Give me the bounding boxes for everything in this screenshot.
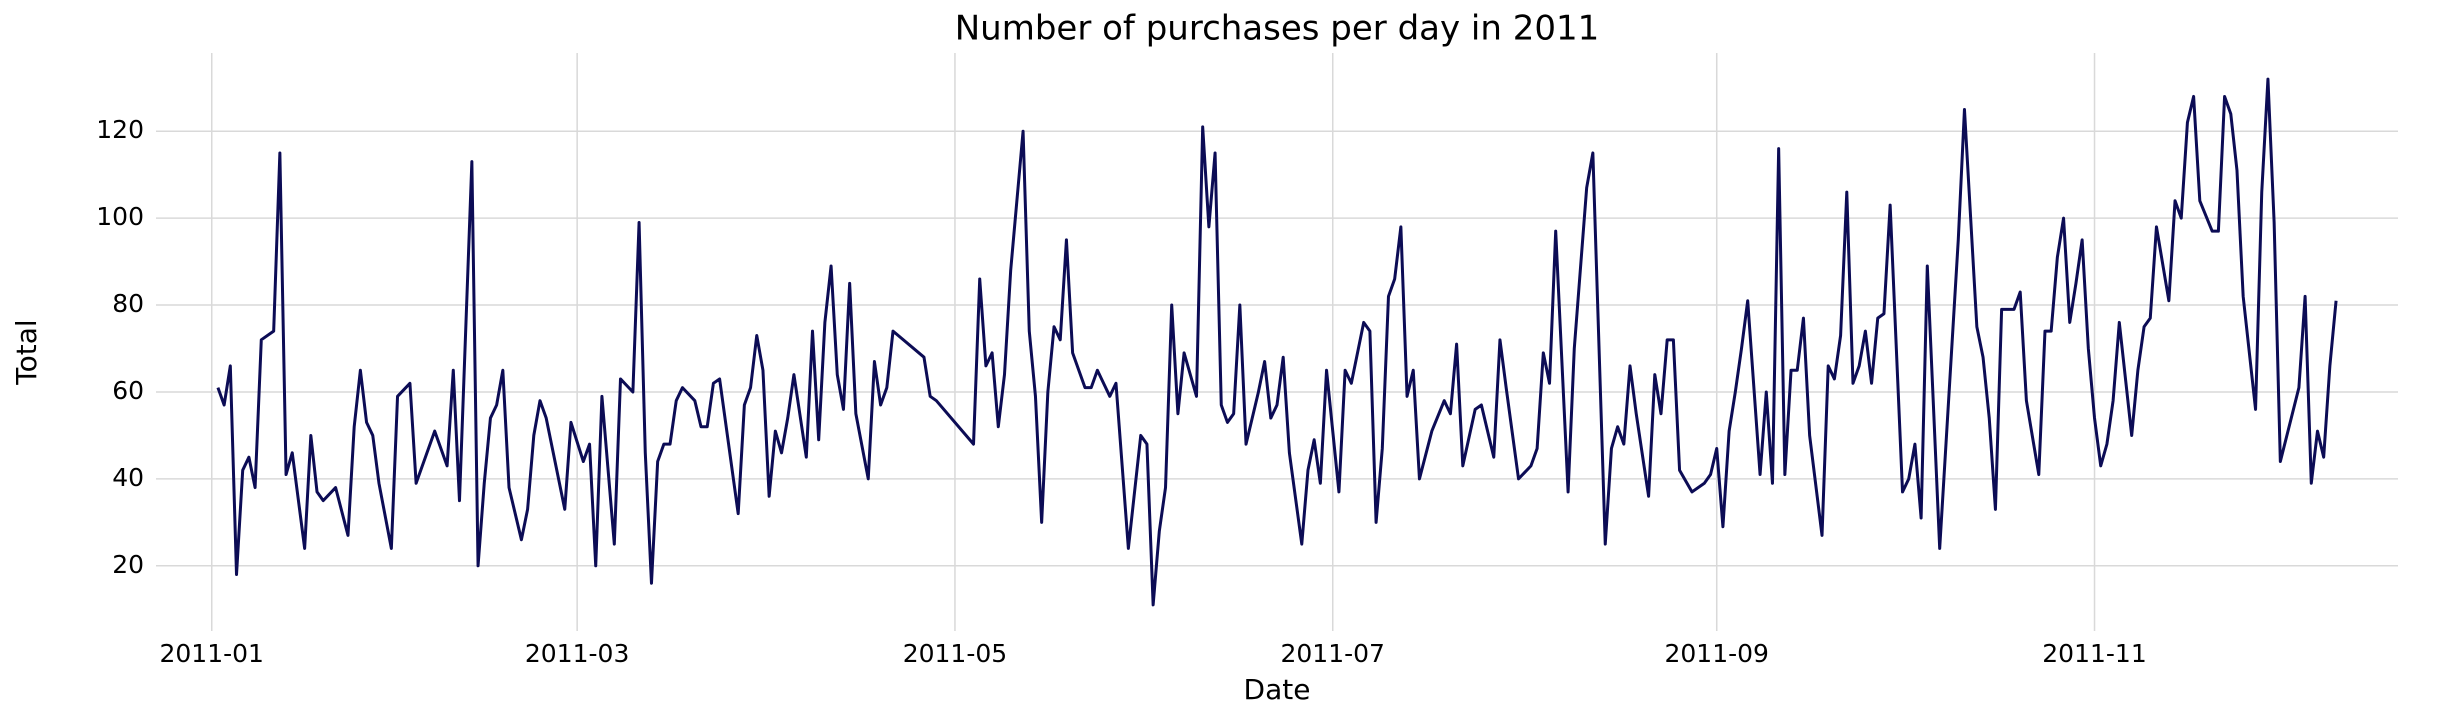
x-axis-label: Date — [1244, 673, 1311, 706]
y-tick-label: 60 — [112, 376, 144, 405]
y-tick-label: 100 — [96, 202, 144, 231]
x-tick-label: 2011-03 — [525, 639, 629, 668]
x-tick-label: 2011-09 — [1664, 639, 1768, 668]
y-tick-label: 120 — [96, 115, 144, 144]
y-tick-label: 20 — [112, 550, 144, 579]
x-tick-label: 2011-01 — [160, 639, 264, 668]
y-tick-label: 40 — [112, 463, 144, 492]
y-axis-label: Total — [10, 319, 43, 385]
x-tick-label: 2011-05 — [903, 639, 1007, 668]
y-tick-label: 80 — [112, 289, 144, 318]
x-tick-label: 2011-11 — [2042, 639, 2146, 668]
data-line — [216, 77, 2338, 607]
chart-title: Number of purchases per day in 2011 — [955, 9, 1600, 49]
x-tick-label: 2011-07 — [1281, 639, 1385, 668]
